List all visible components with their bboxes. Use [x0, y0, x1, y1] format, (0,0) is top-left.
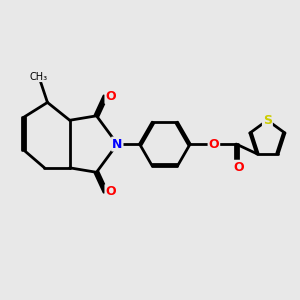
Text: O: O — [106, 185, 116, 198]
Text: O: O — [208, 138, 219, 151]
Text: O: O — [234, 161, 244, 174]
Text: O: O — [106, 90, 116, 103]
Text: CH₃: CH₃ — [29, 72, 48, 82]
Text: N: N — [112, 138, 122, 151]
Text: S: S — [263, 114, 272, 127]
